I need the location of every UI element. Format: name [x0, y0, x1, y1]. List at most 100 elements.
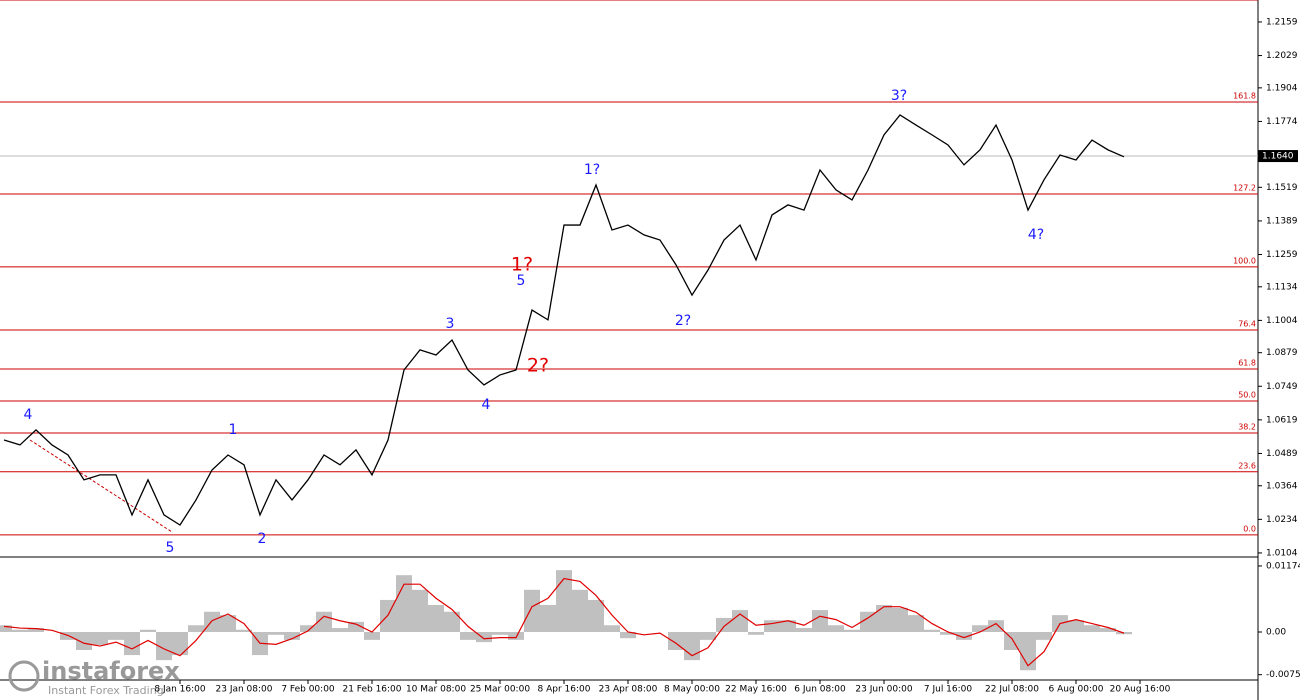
y-tick-label: 1.0104	[1266, 548, 1298, 558]
histogram-bar	[572, 589, 588, 632]
signal-line	[3, 577, 1125, 667]
wave-label: 2?	[675, 313, 691, 329]
watermark-brand: instaforex	[42, 657, 180, 685]
histogram-bar	[556, 570, 572, 632]
histogram-bar	[140, 629, 156, 632]
histogram-bar	[876, 605, 892, 632]
histogram-bar	[412, 589, 428, 632]
histogram-bar	[460, 632, 476, 640]
histogram-bar	[12, 629, 28, 632]
x-tick-label: 8 May 00:00	[664, 685, 720, 695]
histogram-bar	[492, 632, 508, 635]
histogram-bar	[940, 632, 956, 635]
histogram-bar	[604, 625, 620, 632]
histogram-bar	[204, 611, 220, 632]
x-tick-label: 7 Jul 16:00	[924, 685, 973, 695]
y-tick-label: 1.2159	[1266, 17, 1298, 27]
histogram-bar	[92, 632, 108, 645]
histogram-bar	[796, 628, 812, 632]
fib-label: 23.6	[1238, 461, 1256, 470]
wave-label: 5	[166, 540, 175, 556]
y-tick-label: -0.00759	[1266, 670, 1300, 680]
histogram-bar	[924, 629, 940, 632]
y-tick-label: 0.01174	[1266, 561, 1300, 571]
wave-label: 2?	[527, 355, 549, 377]
watermark-logo	[8, 660, 40, 692]
wave-label: 1	[229, 422, 238, 438]
price-line	[3, 114, 1125, 526]
histogram-bar	[588, 599, 604, 632]
wave-label: 2	[258, 531, 267, 547]
x-tick-label: 21 Feb 16:00	[342, 685, 401, 695]
watermark: instaforex Instant Forex Trading	[8, 657, 180, 697]
current-price-label: 1.1640	[1262, 152, 1294, 162]
histogram-bar	[748, 632, 764, 635]
histogram-bar	[0, 625, 12, 632]
fib-label: 50.0	[1238, 391, 1256, 400]
y-tick-label: 1.1774	[1266, 117, 1298, 127]
wave-label: 1?	[511, 254, 533, 276]
histogram-bar	[540, 605, 556, 632]
histogram-bar	[700, 632, 716, 640]
x-tick-label: 22 May 16:00	[725, 685, 787, 695]
histogram-bar	[860, 611, 876, 632]
histogram-bar	[524, 589, 540, 632]
histogram-bar	[364, 632, 380, 640]
x-tick-label: 23 Jun 00:00	[855, 685, 912, 695]
histogram-bar	[620, 632, 636, 639]
histogram-bar	[812, 610, 828, 632]
x-tick-label: 6 Aug 00:00	[1049, 685, 1104, 695]
histogram-bar	[844, 629, 860, 632]
histogram-bar	[268, 632, 284, 635]
histogram-bar	[908, 615, 924, 632]
wave-label: 1?	[584, 162, 600, 178]
y-tick-label: 0.00	[1266, 628, 1286, 638]
x-tick-label: 7 Feb 00:00	[281, 685, 335, 695]
histogram-bar	[476, 632, 492, 643]
wave-label: 3	[446, 316, 455, 332]
fib-label: 127.2	[1233, 184, 1256, 193]
histogram-bar	[300, 625, 316, 632]
x-tick-label: 10 Mar 08:00	[406, 685, 466, 695]
x-tick-label: 20 Aug 16:00	[1110, 685, 1171, 695]
histogram-bar	[124, 632, 140, 656]
histogram-bar	[76, 632, 92, 650]
x-tick-label: 23 Jan 08:00	[216, 685, 273, 695]
fib-label: 100.0	[1233, 256, 1256, 265]
y-tick-label: 1.0234	[1266, 515, 1298, 525]
y-tick-label: 1.1904	[1266, 83, 1298, 93]
y-tick-label: 1.0879	[1266, 348, 1298, 358]
fib-label: 76.4	[1238, 319, 1256, 328]
wave-label: 4?	[1028, 227, 1044, 243]
y-tick-label: 1.1389	[1266, 216, 1298, 226]
wave-label: 3?	[891, 88, 907, 104]
histogram-bar	[108, 632, 124, 640]
histogram-bar	[716, 617, 732, 632]
histogram-bar	[28, 628, 44, 632]
histogram-bar	[236, 629, 252, 632]
histogram-bar	[332, 628, 348, 632]
histogram-bar	[732, 610, 748, 632]
y-tick-label: 1.0364	[1266, 481, 1298, 491]
y-tick-label: 1.1004	[1266, 316, 1298, 326]
x-tick-label: 8 Apr 16:00	[538, 685, 591, 695]
y-tick-label: 1.1134	[1266, 282, 1298, 292]
fib-label: 38.2	[1238, 423, 1256, 432]
x-tick-label: 6 Jun 08:00	[794, 685, 846, 695]
fib-label: 61.8	[1238, 358, 1256, 367]
trend-line	[29, 439, 173, 533]
histogram-bar	[828, 625, 844, 632]
histogram-bar	[188, 625, 204, 632]
watermark-tagline: Instant Forex Trading	[48, 684, 164, 697]
x-tick-label: 25 Mar 00:00	[470, 685, 530, 695]
histogram-bar	[172, 632, 188, 656]
x-tick-label: 8 Jan 16:00	[154, 685, 206, 695]
wave-label: 4	[482, 397, 491, 413]
y-tick-label: 1.0489	[1266, 449, 1298, 459]
histogram-bar	[780, 620, 796, 632]
plot-background	[0, 0, 1258, 700]
histogram-bar	[668, 632, 684, 650]
histogram-bar	[428, 605, 444, 632]
current-price-box	[1258, 150, 1298, 163]
